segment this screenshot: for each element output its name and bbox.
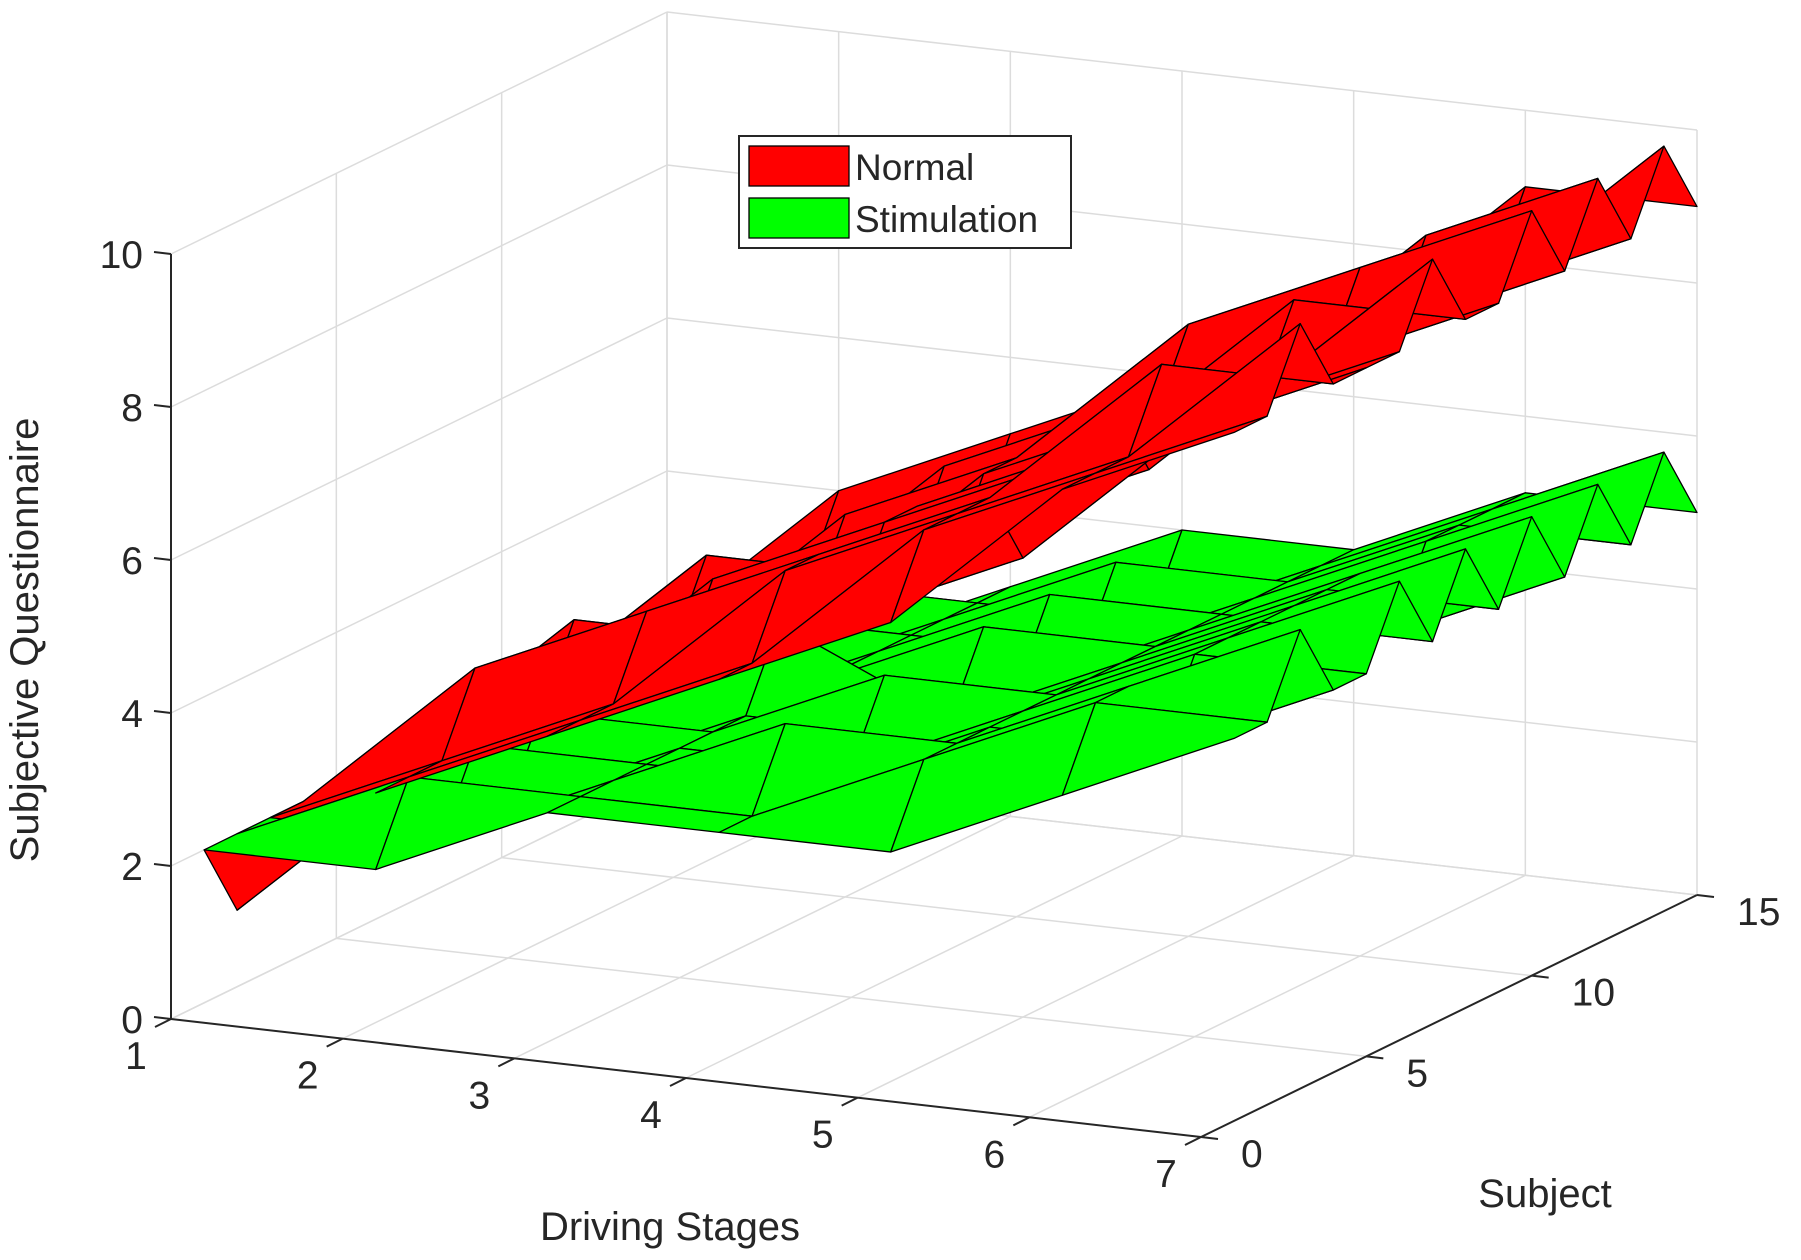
grid-line (170, 11, 668, 255)
z-tick-label: 6 (121, 540, 143, 583)
legend-label: Stimulation (855, 199, 1038, 240)
x-tick-label: 5 (812, 1114, 834, 1157)
x-tick-label: 7 (1155, 1153, 1177, 1196)
legend: Normal Stimulation (738, 135, 1072, 249)
grid-line (857, 854, 1354, 1099)
z-axis-label: Subjective Questionnaire (3, 418, 47, 863)
z-tick-label: 2 (121, 846, 143, 889)
surfaces (203, 145, 1698, 911)
x-tick (669, 1077, 687, 1087)
x-tick-label: 6 (983, 1133, 1005, 1176)
grid-line (170, 164, 668, 408)
y-tick (1696, 894, 1715, 898)
legend-swatch (748, 145, 850, 187)
grid-line (666, 11, 1698, 131)
grid-line (514, 815, 1011, 1060)
x-tick (154, 1018, 172, 1028)
grid-line (501, 856, 1532, 977)
z-tick-label: 8 (121, 387, 143, 430)
z-tick (153, 1016, 172, 1020)
grid-line (1029, 874, 1526, 1119)
z-tick (153, 863, 172, 867)
z-tick-label: 4 (121, 693, 143, 736)
surface-patch (1061, 701, 1268, 796)
x-tick-label: 2 (297, 1055, 319, 1098)
x-tick (841, 1096, 859, 1107)
axis-line (170, 1018, 1202, 1138)
z-tick-label: 0 (121, 999, 143, 1042)
y-axis-label: Subject (1478, 1172, 1611, 1216)
surface-patch (1061, 415, 1268, 490)
y-tick (1366, 1055, 1384, 1060)
x-tick-label: 4 (640, 1094, 662, 1137)
axis-line (1200, 894, 1698, 1138)
y-tick-label: 15 (1737, 891, 1780, 934)
y-tick-label: 10 (1572, 972, 1615, 1015)
x-axis-label: Driving Stages (540, 1205, 800, 1249)
x-tick (326, 1037, 344, 1048)
grid-line (170, 470, 668, 714)
y-tick (1531, 974, 1549, 979)
x-tick (1184, 1136, 1202, 1146)
x-tick (1012, 1116, 1030, 1127)
x-tick-label: 1 (125, 1035, 147, 1078)
z-tick (153, 710, 172, 714)
z-tick (153, 404, 172, 408)
legend-swatch (748, 197, 850, 239)
y-tick (1200, 1136, 1219, 1140)
grid-line (170, 317, 668, 561)
grid-line (336, 937, 1367, 1058)
x-tick-label: 3 (468, 1074, 490, 1117)
x-tick (497, 1057, 515, 1068)
y-tick-label: 5 (1406, 1052, 1428, 1095)
legend-label: Normal (855, 147, 974, 188)
z-tick (153, 557, 172, 561)
z-tick-label: 10 (100, 234, 143, 277)
z-tick (153, 251, 172, 255)
axes: 1 2 3 4 5 6 7 0 5 10 15 0 2 4 6 8 10 (100, 234, 1781, 1196)
y-tick-label: 0 (1241, 1133, 1263, 1176)
grid-line (685, 835, 1183, 1079)
